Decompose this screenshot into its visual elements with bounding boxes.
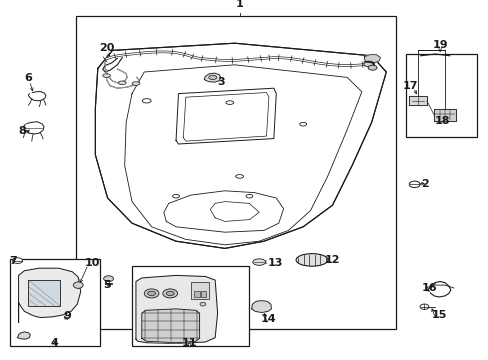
Bar [405, 54, 476, 137]
Ellipse shape [208, 75, 216, 80]
Ellipse shape [144, 289, 159, 298]
Bar [28, 280, 60, 306]
Ellipse shape [252, 259, 265, 265]
Bar [193, 291, 199, 297]
Ellipse shape [172, 194, 179, 198]
Text: 9: 9 [63, 311, 71, 321]
Text: 17: 17 [402, 81, 418, 91]
Text: 16: 16 [421, 283, 436, 293]
Polygon shape [18, 332, 30, 339]
Ellipse shape [235, 175, 243, 178]
Polygon shape [204, 73, 221, 82]
Polygon shape [408, 96, 426, 105]
Ellipse shape [103, 276, 113, 282]
Polygon shape [19, 268, 81, 322]
Text: 14: 14 [261, 314, 276, 324]
Ellipse shape [73, 282, 83, 288]
Polygon shape [142, 309, 199, 343]
Text: 15: 15 [430, 310, 446, 320]
Bar [132, 266, 249, 346]
Text: 6: 6 [24, 73, 32, 83]
Text: 12: 12 [325, 255, 340, 265]
Ellipse shape [102, 74, 110, 77]
Ellipse shape [367, 65, 376, 70]
Ellipse shape [200, 302, 205, 306]
Text: 19: 19 [431, 40, 447, 50]
Text: 3: 3 [217, 77, 225, 87]
Text: 4: 4 [51, 338, 59, 348]
Text: 20: 20 [99, 43, 114, 53]
Ellipse shape [245, 194, 252, 198]
Ellipse shape [166, 291, 174, 296]
Ellipse shape [142, 99, 151, 103]
Bar [10, 259, 100, 346]
Ellipse shape [408, 181, 419, 188]
Text: 18: 18 [433, 116, 449, 126]
Ellipse shape [419, 304, 428, 310]
Ellipse shape [163, 289, 177, 298]
Text: 8: 8 [19, 126, 26, 136]
Text: 5: 5 [102, 280, 110, 290]
Text: 11: 11 [182, 338, 197, 348]
Bar [201, 291, 206, 297]
Ellipse shape [299, 122, 306, 126]
Ellipse shape [118, 81, 126, 85]
Text: 10: 10 [84, 258, 100, 268]
Text: 2: 2 [421, 179, 428, 189]
Polygon shape [364, 55, 380, 63]
Polygon shape [136, 275, 217, 343]
Ellipse shape [296, 253, 327, 266]
Text: 1: 1 [235, 0, 243, 9]
Bar [76, 16, 395, 329]
Ellipse shape [147, 291, 155, 296]
Ellipse shape [13, 258, 22, 264]
Text: 7: 7 [9, 256, 17, 266]
Polygon shape [251, 301, 271, 312]
Bar [190, 282, 209, 299]
Text: 13: 13 [267, 258, 283, 268]
Polygon shape [95, 43, 386, 248]
Ellipse shape [225, 101, 233, 104]
Ellipse shape [363, 61, 374, 67]
Polygon shape [433, 109, 455, 121]
Ellipse shape [132, 82, 140, 85]
